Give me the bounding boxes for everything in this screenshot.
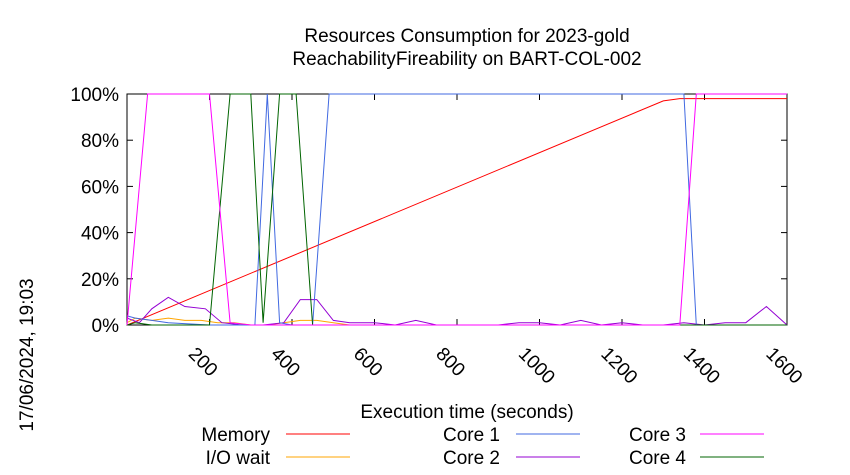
series-line-memory xyxy=(126,98,787,326)
y-axis: 0% 20% 40% 60% 80% 100% xyxy=(70,85,787,337)
legend-label: Core 1 xyxy=(443,425,500,446)
x-axis-label: Execution time (seconds) xyxy=(360,402,573,423)
series-line-core-1 xyxy=(126,93,787,326)
x-tick-label: 600 xyxy=(349,344,386,381)
x-tick-label: 800 xyxy=(431,344,468,381)
chart-title-line2: ReachabilityFireability on BART-COL-002 xyxy=(292,49,641,70)
y-tick-label: 80% xyxy=(81,131,119,152)
legend-label: Core 3 xyxy=(629,425,686,446)
series-line-core-3 xyxy=(126,93,787,326)
x-tick-label: 400 xyxy=(266,344,303,381)
x-axis: 200 400 600 800 1000 1200 1400 1600 xyxy=(184,94,806,388)
x-tick-label: 200 xyxy=(184,344,221,381)
legend-label: I/O wait xyxy=(206,448,271,469)
series-group xyxy=(126,93,788,326)
y-tick-label: 100% xyxy=(70,85,119,106)
y-tick-label: 60% xyxy=(81,177,119,198)
legend-label: Core 4 xyxy=(629,448,686,469)
x-tick-label: 1200 xyxy=(596,344,641,389)
x-tick-label: 1400 xyxy=(679,344,724,389)
y-tick-label: 20% xyxy=(81,270,119,291)
legend-label: Core 2 xyxy=(443,448,500,469)
y-tick-label: 40% xyxy=(81,224,119,245)
x-tick-label: 1600 xyxy=(761,344,806,389)
timestamp-label: 17/06/2024, 19:03 xyxy=(17,278,38,431)
chart-title-line1: Resources Consumption for 2023-gold xyxy=(304,26,629,47)
legend-label: Memory xyxy=(201,425,270,446)
x-tick-label: 1000 xyxy=(514,344,559,389)
y-tick-label: 0% xyxy=(92,316,120,337)
